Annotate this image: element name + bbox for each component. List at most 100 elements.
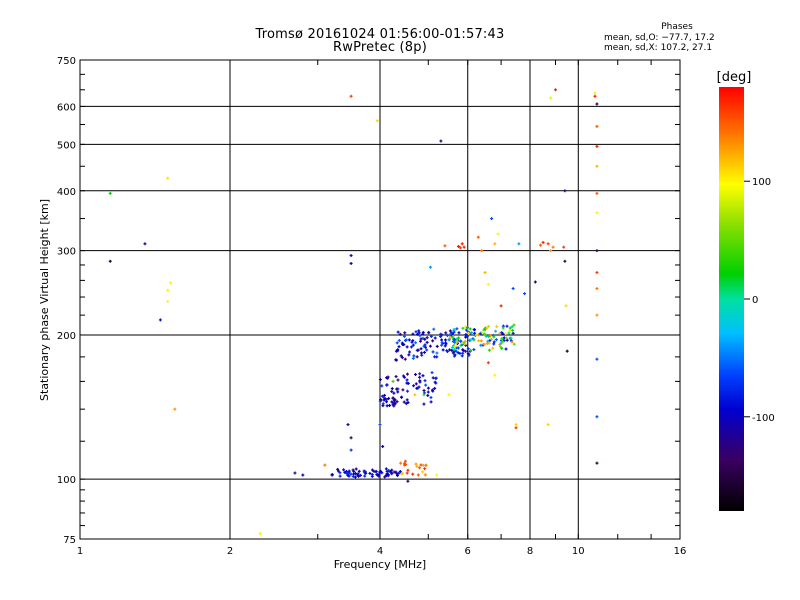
data-point [448, 348, 452, 352]
data-point [447, 393, 451, 397]
data-point [370, 473, 374, 477]
data-point [461, 326, 465, 330]
data-point [158, 318, 162, 322]
data-point [491, 346, 495, 350]
data-point [413, 372, 417, 376]
data-point [418, 375, 422, 379]
data-point [401, 471, 405, 475]
data-point [323, 463, 327, 467]
data-point [595, 144, 599, 148]
data-point [425, 348, 429, 352]
data-point [507, 331, 511, 335]
data-point [397, 345, 401, 349]
data-point [486, 339, 490, 343]
y-tick-label: 750 [57, 56, 76, 67]
y-tick-label: 500 [57, 140, 76, 151]
data-point [421, 374, 425, 378]
data-point [418, 372, 422, 376]
data-point [435, 473, 439, 477]
data-point [395, 341, 399, 345]
data-point [469, 338, 473, 342]
x-tick-label: 16 [674, 546, 687, 557]
data-point [546, 242, 550, 246]
data-point [509, 336, 513, 340]
data-point [389, 470, 393, 474]
data-point [452, 327, 456, 331]
data-point [459, 339, 463, 343]
data-point [595, 124, 599, 128]
data-point [440, 338, 444, 342]
data-point [444, 342, 448, 346]
data-point [409, 345, 413, 349]
data-point [487, 324, 491, 328]
data-point [399, 354, 403, 358]
chart-title: Tromsø 20161024 01:56:00-01:57:43 [255, 27, 505, 42]
phase-heading: Phases [661, 22, 693, 32]
data-point [460, 354, 464, 358]
data-point [405, 372, 409, 376]
x-tick-label: 2 [227, 546, 233, 557]
data-point [450, 345, 454, 349]
data-point [396, 378, 400, 382]
data-point [431, 350, 435, 354]
data-point [405, 345, 409, 349]
data-point [345, 471, 349, 475]
data-point [476, 235, 480, 239]
data-point [563, 189, 567, 193]
data-point [338, 471, 342, 475]
data-point [411, 343, 415, 347]
data-point [353, 475, 357, 479]
data-point [595, 287, 599, 291]
axis-ticks: 1 2 4 6 8 10 16 75 100 200 300 400 500 600 750 [57, 56, 686, 557]
data-point [595, 271, 599, 275]
data-point [466, 347, 470, 351]
x-tick-label: 8 [527, 546, 533, 557]
data-point [493, 242, 497, 246]
data-point [430, 371, 434, 375]
y-tick-label: 200 [57, 331, 76, 342]
data-point [462, 245, 466, 249]
data-point [486, 361, 490, 365]
data-point [488, 334, 492, 338]
data-point [428, 344, 432, 348]
data-point [472, 348, 476, 352]
data-point [396, 330, 400, 334]
data-point [489, 337, 493, 341]
data-point [423, 473, 427, 477]
data-point [458, 351, 462, 355]
data-point [407, 338, 411, 342]
data-point [505, 324, 509, 328]
data-point [166, 176, 170, 180]
data-point [504, 336, 508, 340]
data-points [108, 88, 599, 536]
data-point [478, 332, 482, 336]
data-point [400, 341, 404, 345]
data-point [349, 436, 353, 440]
data-point [383, 398, 387, 402]
data-point [457, 244, 461, 248]
data-point [434, 376, 438, 380]
data-point [414, 330, 418, 334]
data-point [395, 400, 399, 404]
data-point [539, 243, 543, 247]
data-point [447, 338, 451, 342]
data-point [419, 463, 423, 467]
data-point [435, 351, 439, 355]
data-point [405, 381, 409, 385]
data-point [549, 96, 553, 100]
data-point [429, 395, 433, 399]
data-point [406, 479, 410, 483]
data-point [336, 467, 340, 471]
phase-o-stats: mean, sd,O: −77.7, 17.2 [604, 32, 715, 43]
data-point [427, 330, 431, 334]
data-point [593, 91, 597, 95]
data-point [396, 390, 400, 394]
data-point [387, 396, 391, 400]
colorbar-label: [deg] [717, 70, 752, 85]
data-point [499, 341, 503, 345]
data-point [444, 331, 448, 335]
data-point [487, 348, 491, 352]
data-point [419, 337, 423, 341]
data-point [422, 350, 426, 354]
data-point [440, 341, 444, 345]
